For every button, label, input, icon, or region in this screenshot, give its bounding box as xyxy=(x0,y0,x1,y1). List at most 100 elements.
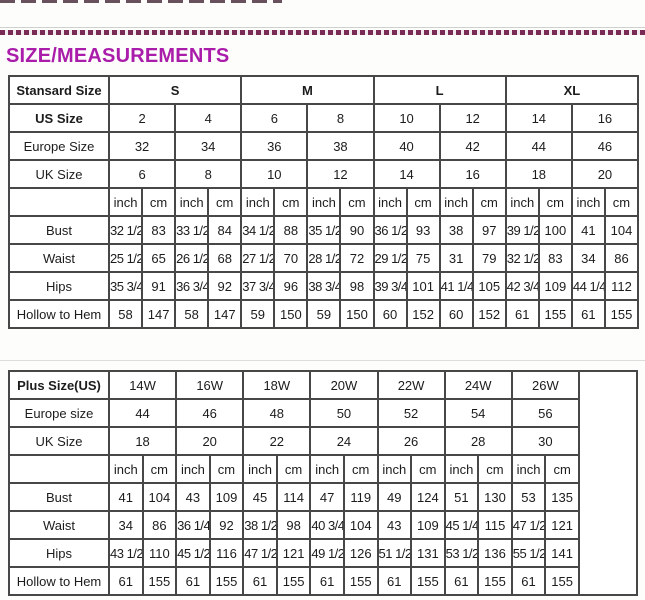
measure-value-cell: 88 xyxy=(273,215,309,245)
measure-label-cell: Hollow to Hem xyxy=(8,566,110,596)
size-value-cell: 30 xyxy=(510,426,581,456)
unit-cell: inch xyxy=(107,187,144,217)
unit-cell: cm xyxy=(141,187,177,217)
row-label-cell xyxy=(8,187,110,217)
measure-value-cell: 41 xyxy=(108,482,144,512)
measure-value-cell: 38 3/4 xyxy=(306,271,342,301)
row-label-cell: UK Size xyxy=(8,426,110,456)
measure-label-cell: Bust xyxy=(8,215,110,245)
table-row: inch cm inch cm inch cm inch cm inch cm inch cm inch… xyxy=(8,187,640,217)
measure-value-cell: 121 xyxy=(275,538,312,568)
size-value-cell: 8 xyxy=(306,103,375,133)
unit-cell: cm xyxy=(141,454,178,484)
measure-value-cell: 104 xyxy=(603,215,640,245)
measure-value-cell: 150 xyxy=(339,299,375,329)
measure-value-cell: 61 xyxy=(443,566,480,596)
size-value-cell: 20 xyxy=(570,159,640,189)
unit-cell: cm xyxy=(544,454,580,484)
size-value-cell: 14 xyxy=(504,103,573,133)
measure-value-cell: 49 1/2 xyxy=(309,538,345,568)
measure-value-cell: 109 xyxy=(537,271,573,301)
unit-cell: cm xyxy=(537,187,573,217)
measure-value-cell: 114 xyxy=(275,482,312,512)
measure-value-cell: 147 xyxy=(141,299,177,329)
measure-value-cell: 42 3/4 xyxy=(504,271,540,301)
measure-value-cell: 130 xyxy=(477,482,513,512)
measure-value-cell: 147 xyxy=(207,299,243,329)
measure-value-cell: 83 xyxy=(537,243,573,273)
measure-value-cell: 75 xyxy=(405,243,441,273)
size-value-cell: 42 xyxy=(438,131,507,161)
unit-cell: cm xyxy=(603,187,640,217)
unit-cell: cm xyxy=(342,454,379,484)
measure-value-cell: 51 1/2 xyxy=(376,538,413,568)
measure-value-cell: 104 xyxy=(342,510,379,540)
unit-cell: cm xyxy=(208,454,245,484)
row-label-cell: Europe size xyxy=(8,398,110,428)
measure-value-cell: 65 xyxy=(141,243,177,273)
measure-value-cell: 38 xyxy=(438,215,474,245)
size-value-cell: 22 xyxy=(242,426,312,456)
measure-value-cell: 35 1/2 xyxy=(306,215,342,245)
measure-value-cell: 70 xyxy=(273,243,309,273)
size-group-cell: L xyxy=(372,75,507,105)
unit-cell: cm xyxy=(405,187,441,217)
measure-value-cell: 32 1/2 xyxy=(504,243,540,273)
measure-value-cell: 101 xyxy=(405,271,441,301)
measure-value-cell: 53 xyxy=(510,482,547,512)
size-value-cell: 50 xyxy=(309,398,379,428)
size-value-cell: 54 xyxy=(443,398,513,428)
size-value-cell: 18 xyxy=(107,426,178,456)
size-value-cell: 4 xyxy=(174,103,243,133)
size-value-cell: 34 xyxy=(174,131,243,161)
standard-size-table-container: Stansard Size S M L XL US Size 2 4 6 8 10 12 14 16 Eur… xyxy=(8,75,645,329)
measure-value-cell: 98 xyxy=(339,271,375,301)
unit-cell: inch xyxy=(242,454,278,484)
row-label-cell: US Size xyxy=(8,103,110,133)
size-value-cell: 18 xyxy=(504,159,573,189)
measure-value-cell: 33 1/2 xyxy=(174,215,210,245)
unit-cell: inch xyxy=(306,187,342,217)
measure-value-cell: 61 xyxy=(242,566,278,596)
measure-value-cell: 115 xyxy=(477,510,513,540)
measure-value-cell: 90 xyxy=(339,215,375,245)
size-group-cell: 18W xyxy=(242,370,312,400)
size-group-cell: 16W xyxy=(175,370,245,400)
measure-value-cell: 25 1/2 xyxy=(107,243,144,273)
measure-value-cell: 72 xyxy=(339,243,375,273)
table-row: Plus Size(US) 14W 16W 18W 20W 22W 24W 26W xyxy=(8,370,638,596)
size-value-cell: 38 xyxy=(306,131,375,161)
size-value-cell: 6 xyxy=(107,159,177,189)
table-row: UK Size 18 20 22 24 26 28 30 xyxy=(8,426,637,456)
unit-cell: inch xyxy=(570,187,606,217)
table-row: Bust 41 104 43 109 45 114 47 119 49 124 51 130 53 135 xyxy=(8,482,637,512)
measure-value-cell: 58 xyxy=(107,299,144,329)
unit-cell: inch xyxy=(504,187,540,217)
table-row: Hips 35 3/4 91 36 3/4 92 37 3/4 96 38 3/4 98 39 3… xyxy=(8,271,640,301)
measure-value-cell: 91 xyxy=(141,271,177,301)
size-value-cell: 26 xyxy=(376,426,446,456)
unit-cell: cm xyxy=(207,187,243,217)
unit-cell: cm xyxy=(275,454,312,484)
size-group-cell: 20W xyxy=(309,370,379,400)
measure-value-cell: 61 xyxy=(108,566,144,596)
cropped-text-fragment xyxy=(0,0,282,3)
size-group-cell: 22W xyxy=(376,370,446,400)
unit-cell: inch xyxy=(443,454,480,484)
measure-value-cell: 109 xyxy=(410,510,446,540)
measure-value-cell: 61 xyxy=(309,566,345,596)
unit-cell: cm xyxy=(477,454,513,484)
size-value-cell: 10 xyxy=(372,103,441,133)
measure-value-cell: 136 xyxy=(477,538,513,568)
unit-cell: inch xyxy=(372,187,408,217)
plus-size-table: Plus Size(US) 14W 16W 18W 20W 22W 24W 26W Europe… xyxy=(8,370,638,596)
measure-value-cell: 100 xyxy=(537,215,573,245)
measure-value-cell: 155 xyxy=(410,566,446,596)
measure-value-cell: 86 xyxy=(603,243,640,273)
size-value-cell: 56 xyxy=(510,398,581,428)
table-row: Hollow to Hem 61 155 61 155 61 155 61 155 61 155 61… xyxy=(8,566,637,596)
measure-value-cell: 116 xyxy=(208,538,245,568)
size-value-cell: 28 xyxy=(443,426,513,456)
measure-value-cell: 27 1/2 xyxy=(240,243,276,273)
empty-cell xyxy=(578,370,638,596)
